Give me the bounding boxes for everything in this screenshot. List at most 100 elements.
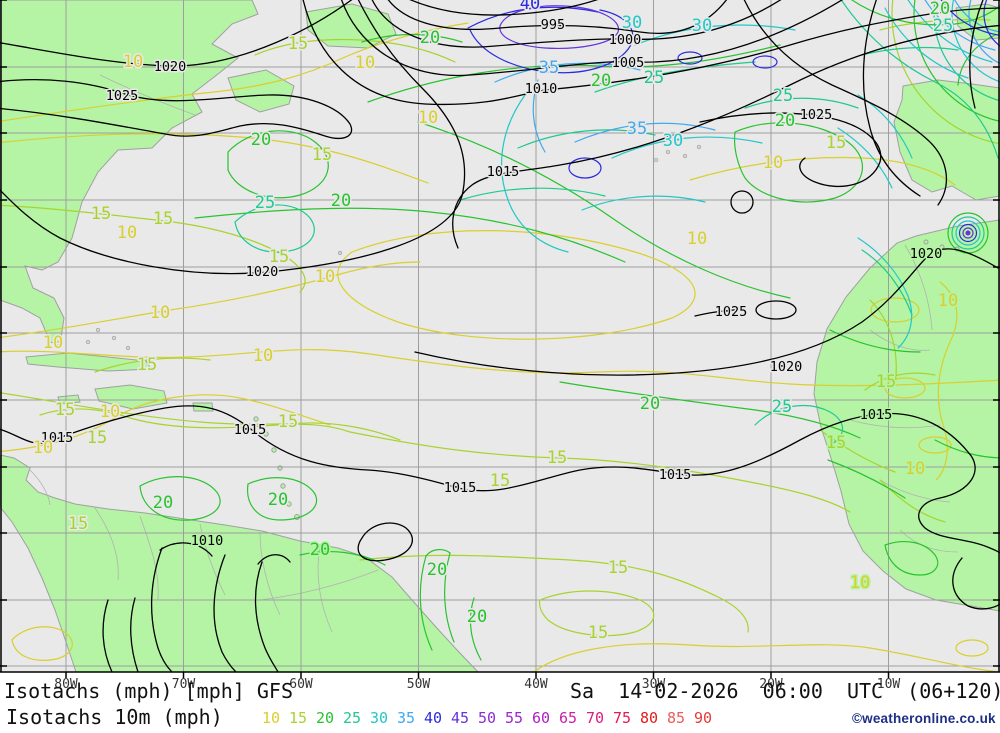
isotach-label: 20 xyxy=(775,111,795,131)
isotach-label: 15 xyxy=(91,204,111,224)
isotach-label: 20 xyxy=(427,560,447,580)
island-specks xyxy=(85,144,702,351)
isobar-contours xyxy=(0,0,1000,672)
isobar-label: 1015 xyxy=(860,407,893,423)
isotach-label: 15 xyxy=(68,514,88,534)
isotach-label: 10 xyxy=(123,52,143,72)
scale-value: 85 xyxy=(667,709,685,727)
isotach-label: 10 xyxy=(418,108,438,128)
scale-value: 50 xyxy=(478,709,496,727)
scale-value: 35 xyxy=(397,709,415,727)
isobar-label: 1025 xyxy=(800,107,833,123)
isobar-label: 1020 xyxy=(770,359,803,375)
axis-ticks xyxy=(0,0,1000,678)
copyright-watermark: ©weatheronline.co.uk xyxy=(852,711,996,726)
isotach-label: 15 xyxy=(826,133,846,153)
isobar-label: 995 xyxy=(541,17,565,33)
scale-value: 15 xyxy=(289,709,307,727)
lon-label: 80W xyxy=(54,677,78,692)
isotach-label: 10 xyxy=(43,333,63,353)
isotach-label: 20 xyxy=(420,28,440,48)
isotach-label: 10 xyxy=(355,53,375,73)
isobar-label: 1010 xyxy=(191,533,224,549)
isotach-label: 15 xyxy=(278,412,298,432)
lat-lon-grid xyxy=(0,0,1000,672)
isotach-10-contours xyxy=(0,22,1000,672)
lon-label: 40W xyxy=(524,677,548,692)
isotach-label: 10 xyxy=(117,223,137,243)
isotach-label: 10 xyxy=(253,346,273,366)
scale-value: 75 xyxy=(613,709,631,727)
isotach-45-contours xyxy=(499,5,974,239)
scale-value: 20 xyxy=(316,709,334,727)
isobar-label: 1020 xyxy=(246,264,279,280)
longitude-labels: 80W 70W 60W 50W 40W 30W 20W 10W xyxy=(54,677,900,692)
isotach-label: 10 xyxy=(100,402,120,422)
lon-label: 20W xyxy=(759,677,783,692)
isotach-label: 40 xyxy=(520,0,540,14)
scale-value: 80 xyxy=(640,709,658,727)
isotach-label: 15 xyxy=(137,355,157,375)
isotach-label: 30 xyxy=(663,131,683,151)
isotach-label: 10 xyxy=(315,267,335,287)
scale-value: 25 xyxy=(343,709,361,727)
map-axes xyxy=(0,0,1000,673)
isotach-35-contours xyxy=(494,0,1000,153)
scale-value: 10 xyxy=(262,709,280,727)
isobar-labels: 1020102599510001005101010151020102510251… xyxy=(39,16,944,551)
isotach-label: 15 xyxy=(153,209,173,229)
isotach-label: 20 xyxy=(310,540,330,560)
valid-time: Sa 14-02-2026 06:00 UTC (06+120) xyxy=(570,679,1000,703)
isotach-label: 20 xyxy=(268,490,288,510)
isotach-label: 20 xyxy=(331,191,351,211)
isotach-label: 35 xyxy=(627,119,647,139)
isobar-label: 1010 xyxy=(525,81,558,97)
isotach-label: 25 xyxy=(933,16,953,36)
scale-value: 55 xyxy=(505,709,523,727)
isotach-label: 15 xyxy=(826,433,846,453)
lon-label: 10W xyxy=(877,677,901,692)
isotach-label: 25 xyxy=(773,86,793,106)
isotach-label: 10 xyxy=(687,229,707,249)
lon-label: 50W xyxy=(407,677,431,692)
isotach-label: 15 xyxy=(55,400,75,420)
isobar-label: 1020 xyxy=(910,246,943,262)
scale-value: 90 xyxy=(694,709,712,727)
isotach-label: 15 xyxy=(876,372,896,392)
isotach-label: 25 xyxy=(255,193,275,213)
land-iberia xyxy=(893,79,1000,201)
isotach-label: 25 xyxy=(772,397,792,417)
product-title: Isotachs (mph) [mph] GFS xyxy=(4,679,293,703)
scale-value: 60 xyxy=(532,709,550,727)
isotach-label: 10 xyxy=(33,438,53,458)
isobar-label: 1025 xyxy=(715,304,748,320)
lon-label: 60W xyxy=(289,677,313,692)
scale-value: 65 xyxy=(559,709,577,727)
isotach-label: 30 xyxy=(692,16,712,36)
isotach-label: 10 xyxy=(905,459,925,479)
land-north-america xyxy=(0,0,259,346)
isotach-label: 15 xyxy=(87,428,107,448)
isotach-label: 15 xyxy=(312,145,332,165)
isobar-label: 1025 xyxy=(106,88,139,104)
isotach-label: 15 xyxy=(547,448,567,468)
lon-label: 70W xyxy=(172,677,196,692)
isobar-label: 1005 xyxy=(612,55,645,71)
isotach-label: 30 xyxy=(622,13,642,33)
color-scale: 10 15 20 25 30 35 40 45 50 55 60 65 70 75 80 85 90 xyxy=(262,709,712,727)
scale-value: 30 xyxy=(370,709,388,727)
isobar-label: 1015 xyxy=(659,467,692,483)
isotach-label: 20 xyxy=(153,493,173,513)
lon-label: 30W xyxy=(642,677,666,692)
isotach-label: 10 xyxy=(763,153,783,173)
isotach-label: 15 xyxy=(269,247,289,267)
isotach-label: 15 xyxy=(490,471,510,491)
isobar-label: 1015 xyxy=(487,164,520,180)
isotach-label: 15 xyxy=(608,558,628,578)
isotach-label: 20 xyxy=(591,71,611,91)
land-nova-scotia xyxy=(227,69,295,113)
land-cuba xyxy=(25,352,152,372)
isotach-label: 15 xyxy=(588,623,608,643)
